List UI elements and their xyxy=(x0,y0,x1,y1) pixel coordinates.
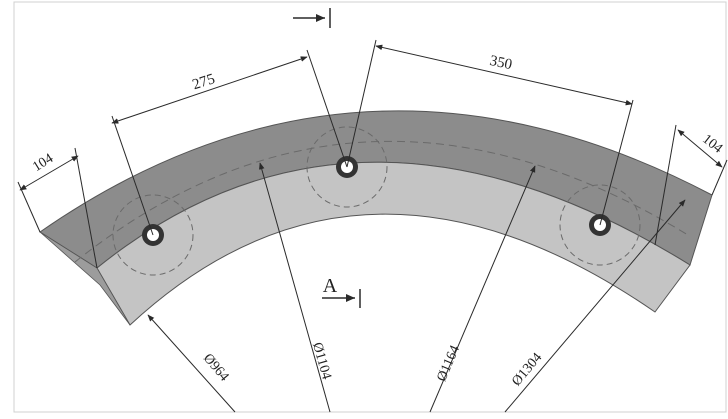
hole-clearance-middle xyxy=(306,126,388,208)
dia-964-label: Ø964 xyxy=(200,351,231,384)
diameter-leaders xyxy=(147,162,686,413)
hole-clearance-left xyxy=(112,194,194,276)
dia-1104-label: Ø1104 xyxy=(309,341,334,381)
dim-line-350 xyxy=(375,44,633,106)
dim-line-104-right xyxy=(677,129,723,168)
section-marker-top xyxy=(293,8,331,28)
section-marker-bottom xyxy=(322,289,361,308)
frame-border xyxy=(13,1,727,413)
hole-clearance-right xyxy=(559,184,641,266)
bolt-circle-arc xyxy=(74,140,689,263)
dim-275-label: 275 xyxy=(191,71,217,93)
dim-line-275 xyxy=(111,56,308,124)
dim-104-right-label: 104 xyxy=(699,132,725,157)
extension-lines xyxy=(17,39,728,269)
dia-1304-label: Ø1304 xyxy=(509,350,545,389)
section-label-a: A xyxy=(323,275,338,297)
inner-band xyxy=(96,161,691,326)
dim-350-label: 350 xyxy=(488,53,513,73)
left-end-face xyxy=(39,231,131,326)
dim-line-104-left xyxy=(19,155,79,191)
dia-1164-label: Ø1164 xyxy=(435,343,463,383)
